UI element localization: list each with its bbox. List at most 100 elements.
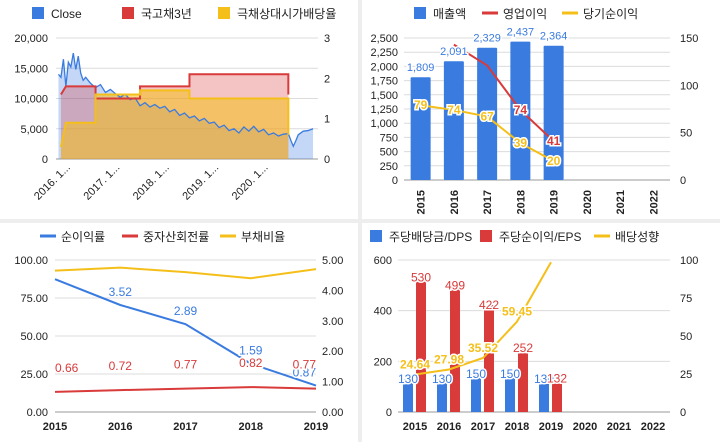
net-margin-label-1: 3.52 (109, 285, 133, 299)
legend-label-2: 당기순이익 (583, 7, 638, 21)
net-income-label-4: 20 (547, 154, 561, 168)
y-left-tick-3: 75.00 (20, 293, 48, 305)
y-right-tick-1: 1.00 (322, 377, 343, 389)
payout-label-3: 59.45 (502, 305, 532, 319)
dps-label-1: 130 (432, 372, 452, 386)
dps-bar-1 (437, 379, 447, 412)
y-left-tick-10: 2,500 (370, 33, 398, 45)
revenue-income-chart: 매출액 영업이익 당기순이익02505007501,0001,2501,5001,7… (370, 7, 698, 214)
dividend-chart-panel: 주당배당금/DPS 주당순이익/EPS 배당성향 0 200 400 600 0 25 50 75 1… (362, 223, 720, 442)
dps-bar-0 (403, 379, 413, 412)
net-margin-line (54, 278, 317, 387)
x-tick-5: 2020 (582, 190, 594, 214)
asset-turnover-label-3: 0.82 (239, 356, 263, 370)
y-left-tick-1: 5,000 (20, 124, 48, 136)
x-tick-7: 2022 (648, 190, 660, 214)
asset-turnover-label-2: 0.77 (174, 358, 198, 372)
y-right-tick-4: 4.00 (322, 285, 343, 297)
revenue-label-2: 2,329 (473, 33, 501, 45)
eps-label-1: 499 (445, 279, 465, 293)
legend-label-1: 중자산회전률 (143, 230, 209, 244)
payout-label-0: 24.64 (400, 358, 430, 372)
legend-label-2: 부채비율 (241, 230, 285, 244)
y-left-tick-2: 10,000 (14, 94, 48, 106)
dps-bar-3 (505, 374, 515, 412)
y-left-tick-5: 1,250 (370, 104, 398, 116)
payout-label-2: 35.52 (468, 341, 498, 355)
y-right-tick-2: 2 (324, 73, 330, 85)
x-tick-0: 2016. 1... (32, 162, 73, 203)
legend-swatch-2 (218, 7, 230, 19)
net-margin-label-2: 2.89 (174, 304, 198, 318)
y-left-tick-0: 0 (42, 154, 48, 166)
ratio-chart-panel: 순이익률 중자산회전률 부채비율 0.00 25.00 50.00 75.00 100.00 0… (0, 223, 358, 442)
revenue-label-3: 2,437 (507, 27, 535, 39)
y-right-tick-3: 150 (680, 33, 698, 45)
dps-bar-4 (539, 379, 549, 412)
x-tick-4: 2019 (304, 421, 328, 433)
revenue-income-chart-panel: 매출액 영업이익 당기순이익 0 250 500 750 1,000 1,250 1,500 1,7… (362, 0, 720, 219)
y-left-tick-2: 400 (374, 306, 392, 318)
x-tick-1: 2016 (437, 421, 461, 433)
dps-label-4: 130 (534, 372, 554, 386)
y-right-tick-3: 3 (324, 33, 330, 45)
asset-turnover-line (54, 386, 317, 393)
y-left-tick-3: 600 (374, 255, 392, 267)
x-tick-4: 2020. 1... (230, 162, 271, 203)
x-tick-3: 2018 (239, 421, 263, 433)
y-left-tick-0: 0 (386, 407, 392, 419)
dps-bar-2 (471, 374, 481, 412)
payout-line (414, 261, 552, 376)
x-tick-1: 2016 (108, 421, 132, 433)
revenue-label-0: 1,809 (407, 62, 435, 74)
legend-label-0: 주당배당금/DPS (389, 230, 472, 244)
y-left-tick-1: 200 (374, 356, 392, 368)
legend-label-0: 매출액 (433, 7, 466, 21)
y-right-tick-2: 2.00 (322, 346, 343, 358)
legend-swatch-0 (32, 7, 44, 19)
net-margin-label-4: 0.87 (293, 366, 317, 380)
revenue-bar-1 (443, 61, 464, 180)
price-bond-yield-chart-panel: Close 국고채3년 극채상대시가배당율 0 5,000 10,000 15,000 20,… (0, 0, 358, 219)
eps-label-2: 422 (479, 298, 499, 312)
y-right-tick-4: 100 (680, 255, 698, 267)
net-income-label-1: 74 (447, 103, 461, 117)
y-right-tick-2: 50 (680, 331, 692, 343)
y-right-tick-0: 0 (680, 407, 686, 419)
operating-income-line (453, 43, 555, 142)
legend-label-2: 극채상대시가배당율 (237, 7, 336, 21)
eps-bar-0 (416, 277, 426, 412)
x-tick-4: 2019 (549, 190, 561, 214)
y-left-tick-2: 50.00 (20, 331, 48, 343)
y-right-tick-3: 3.00 (322, 316, 343, 328)
net-income-line (420, 104, 555, 162)
y-left-tick-9: 2,250 (370, 47, 398, 59)
y-left-tick-1: 25.00 (20, 369, 48, 381)
asset-turnover-label-4: 0.77 (293, 358, 317, 372)
y-left-tick-3: 750 (380, 132, 398, 144)
revenue-bar-4 (543, 45, 564, 181)
y-right-tick-0: 0.00 (322, 407, 343, 419)
x-tick-2: 2017 (173, 421, 197, 433)
x-tick-6: 2021 (607, 421, 631, 433)
y-left-tick-4: 1,000 (370, 118, 398, 130)
legend-swatch-1 (122, 7, 134, 19)
revenue-label-4: 2,364 (540, 31, 568, 43)
eps-bar-2 (484, 305, 494, 412)
eps-bar-1 (450, 285, 460, 412)
dps-label-2: 150 (466, 367, 486, 381)
y-right-tick-1: 25 (680, 369, 692, 381)
x-tick-6: 2021 (615, 190, 627, 214)
x-tick-2: 2017 (482, 190, 494, 214)
revenue-bar-0 (410, 77, 431, 180)
x-tick-3: 2018 (515, 190, 527, 214)
y-left-tick-6: 1,500 (370, 90, 398, 102)
legend-label-0: Close (51, 7, 82, 21)
legend-swatch-0 (414, 7, 426, 19)
net-margin-label-3: 1.59 (239, 344, 263, 358)
price-bond-yield-chart: Close 국고채3년 극채상대시가배당율 0 5,000 10,000 15,000 20,… (14, 7, 336, 203)
y-left-tick-0: 0 (392, 175, 398, 187)
y-left-tick-8: 2,000 (370, 61, 398, 73)
x-tick-2: 2017 (471, 421, 495, 433)
x-tick-1: 2017. 1... (81, 162, 122, 203)
